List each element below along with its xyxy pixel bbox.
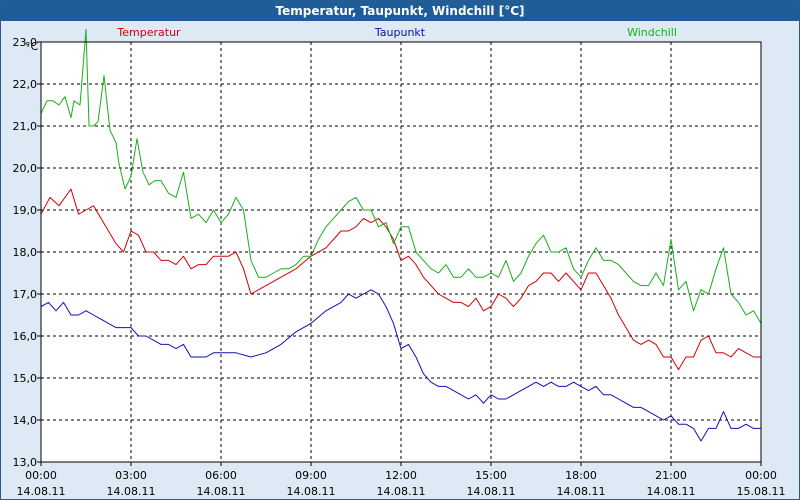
x-tick-date: 14.08.11 bbox=[467, 485, 516, 498]
x-tick-date: 14.08.11 bbox=[17, 485, 66, 498]
x-tick-date: 15.08.11 bbox=[737, 485, 786, 498]
plot-border bbox=[40, 41, 762, 463]
series-line-taupunkt bbox=[40, 289, 761, 442]
x-tick-time: 15:00 bbox=[475, 469, 507, 482]
y-tick-label: 14,0 bbox=[13, 414, 38, 427]
y-tick-label: 15,0 bbox=[13, 372, 38, 385]
y-tick-label: 16,0 bbox=[13, 330, 38, 343]
x-tick-time: 09:00 bbox=[295, 469, 327, 482]
series-line-temperatur bbox=[40, 188, 761, 371]
x-tick-time: 06:00 bbox=[205, 469, 237, 482]
y-tick-label: 13,0 bbox=[13, 456, 38, 469]
x-tick-date: 14.08.11 bbox=[647, 485, 696, 498]
y-tick-label: 19,0 bbox=[13, 204, 38, 217]
legend-taupunkt: Taupunkt bbox=[374, 26, 426, 39]
legend-temperatur: Temperatur bbox=[116, 26, 181, 39]
x-tick-date: 14.08.11 bbox=[197, 485, 246, 498]
y-tick-label: 17,0 bbox=[13, 288, 38, 301]
x-tick-time: 00:00 bbox=[25, 469, 57, 482]
x-tick-date: 14.08.11 bbox=[557, 485, 606, 498]
y-tick-label: 23,0 bbox=[13, 36, 38, 49]
x-tick-time: 18:00 bbox=[565, 469, 597, 482]
x-tick-time: 00:00 bbox=[745, 469, 777, 482]
y-tick-label: 22,0 bbox=[13, 78, 38, 91]
y-tick-label: 18,0 bbox=[13, 246, 38, 259]
x-tick-date: 14.08.11 bbox=[377, 485, 426, 498]
x-tick-time: 03:00 bbox=[115, 469, 147, 482]
y-tick-label: 20,0 bbox=[13, 162, 38, 175]
y-tick-label: 21,0 bbox=[13, 120, 38, 133]
y-axis-unit: °C bbox=[25, 40, 39, 53]
x-tick-time: 21:00 bbox=[655, 469, 687, 482]
series-line-windchill bbox=[40, 28, 762, 324]
x-tick-date: 14.08.11 bbox=[287, 485, 336, 498]
window-title: Temperatur, Taupunkt, Windchill [°C] bbox=[1, 1, 799, 21]
legend-windchill: Windchill bbox=[627, 26, 677, 39]
x-tick-time: 12:00 bbox=[385, 469, 417, 482]
x-tick-date: 14.08.11 bbox=[107, 485, 156, 498]
